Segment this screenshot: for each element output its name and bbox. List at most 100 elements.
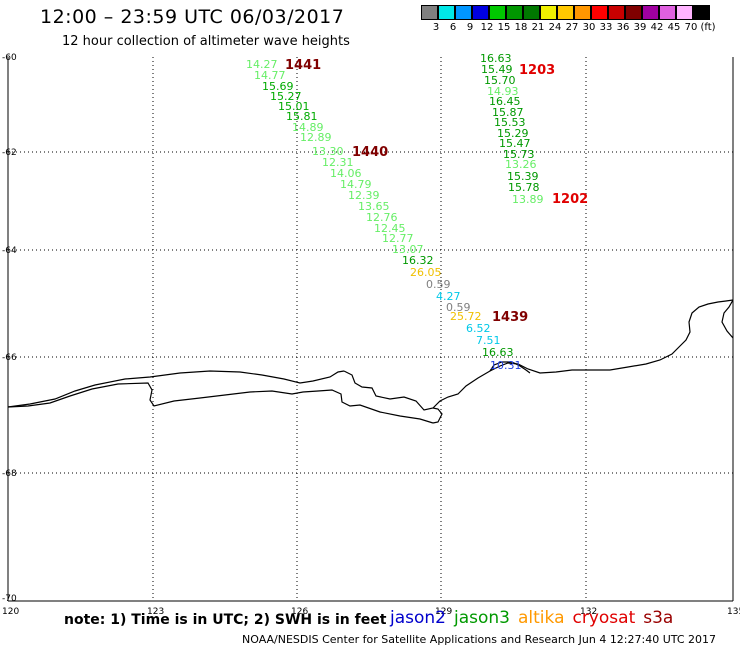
colorbar-label: 9 [466, 22, 474, 33]
swh-observation: 12.39 [348, 189, 380, 202]
swh-observation: 15.78 [508, 181, 540, 194]
swh-observation: 15.87 [492, 106, 524, 119]
swh-observation: 15.27 [270, 90, 302, 103]
latitude-label: -62 [2, 148, 17, 158]
colorbar-swatch [455, 5, 472, 20]
swh-observation: 0.59 [426, 278, 451, 291]
swh-observation: 14.79 [340, 178, 372, 191]
longitude-label: 135 [727, 607, 740, 617]
swh-observation: 15.73 [503, 148, 535, 161]
swh-observation: 14.27 [246, 58, 278, 71]
swh-observation: 12.89 [300, 131, 332, 144]
latitude-label: -60 [2, 53, 17, 63]
colorbar-label: 45 [667, 22, 681, 33]
swh-observation: 16.32 [402, 254, 434, 267]
longitude-label: 132 [580, 607, 597, 617]
satellite-legend: jason2 jason3 altika cryosat s3a [390, 608, 681, 628]
swh-observation: 14.77 [254, 69, 286, 82]
swh-observation: 4.27 [436, 290, 461, 303]
swh-observation: 14.89 [292, 121, 324, 134]
credit-line: NOAA/NESDIS Center for Satellite Applica… [242, 633, 717, 646]
pass-labels: 1441 1440 1439 1203 1202 [285, 58, 588, 325]
pass-number-label: 1439 [492, 310, 528, 325]
swh-observation: 15.47 [499, 137, 531, 150]
swh-observation: 10.31 [490, 359, 522, 372]
swh-observation: 6.52 [466, 322, 491, 335]
colorbar-swatch [523, 5, 540, 20]
swh-observation: 13.07 [392, 243, 424, 256]
colorbar-label: 6 [449, 22, 457, 33]
swh-observation: 7.51 [476, 334, 501, 347]
swh-observation: 13.30 [312, 145, 344, 158]
colorbar-label: 21 [531, 22, 545, 33]
legend-entry-altika: altika [518, 608, 565, 628]
swh-observation: 16.45 [489, 95, 521, 108]
altimeter-tracks: 14.2714.7715.6915.2715.0115.8114.8912.89… [246, 52, 544, 372]
colorbar-swatch [421, 5, 438, 20]
colorbar-swatch [676, 5, 693, 20]
colorbar-swatch [625, 5, 642, 20]
colorbar-label: 70 [684, 22, 698, 33]
colorbar-swatch [540, 5, 557, 20]
colorbar-label: 36 [616, 22, 630, 33]
longitude-label: 126 [291, 607, 308, 617]
colorbar-swatch [659, 5, 676, 20]
swh-observation: 14.93 [487, 85, 519, 98]
pass-number-label: 1203 [519, 63, 555, 78]
longitude-label: 129 [435, 607, 452, 617]
swh-observation: 15.69 [262, 80, 294, 93]
latitude-label: -66 [2, 353, 17, 363]
colorbar-label: 24 [548, 22, 562, 33]
latitude-label: -68 [2, 469, 17, 479]
colorbar-label: 30 [582, 22, 596, 33]
colorbar-swatch [472, 5, 489, 20]
footnote: note: 1) Time is in UTC; 2) SWH is in fe… [64, 612, 387, 628]
colorbar-label: 3 [432, 22, 440, 33]
pass-number-label: 1441 [285, 58, 321, 73]
colorbar-swatch [642, 5, 659, 20]
colorbar-label: 18 [514, 22, 528, 33]
colorbar-label: 33 [599, 22, 613, 33]
colorbar-label: 12 [480, 22, 494, 33]
map-subtitle: 12 hour collection of altimeter wave hei… [62, 34, 350, 49]
colorbar-label: (ft) [700, 22, 716, 33]
map-frame [7, 57, 734, 602]
colorbar-swatch [557, 5, 574, 20]
colorbar-label: 42 [650, 22, 664, 33]
legend-entry-jason3: jason3 [454, 608, 510, 628]
swh-observation: 16.63 [482, 346, 514, 359]
swh-observation: 12.45 [374, 222, 406, 235]
pass-number-label: 1440 [352, 145, 388, 160]
colorbar-label: 39 [633, 22, 647, 33]
swh-observation: 15.81 [286, 110, 318, 123]
swh-observation: 12.77 [382, 232, 414, 245]
colorbar-swatch [693, 5, 710, 20]
latitude-labels: -60 -62 -64 -66 -68 -70 [2, 53, 17, 604]
swh-observation: 12.31 [322, 156, 354, 169]
swh-observation: 26.05 [410, 266, 442, 279]
latitude-label: -64 [2, 246, 17, 256]
colorbar-label: 15 [497, 22, 511, 33]
colorbar-swatch [574, 5, 591, 20]
legend-entry-cryosat: cryosat [572, 608, 636, 628]
swh-observation: 15.29 [497, 127, 529, 140]
swh-observation: 15.49 [481, 63, 513, 76]
colorbar-swatch [591, 5, 608, 20]
swh-observation: 0.59 [446, 301, 471, 314]
swh-observation: 15.70 [484, 74, 516, 87]
swh-observation: 13.26 [505, 158, 537, 171]
swh-observation: 13.89 [512, 193, 544, 206]
legend-entry-s3a: s3a [643, 608, 674, 628]
graticule [8, 57, 733, 601]
longitude-labels: 120 123 126 129 132 135 [2, 607, 740, 617]
map-title: 12:00 – 23:59 UTC 06/03/2017 [40, 6, 345, 28]
antarctic-coastline [7, 299, 734, 424]
longitude-label: 120 [2, 607, 19, 617]
swh-observation: 14.06 [330, 167, 362, 180]
swh-observation: 13.65 [358, 200, 390, 213]
colorbar-swatch [506, 5, 523, 20]
swh-observation: 15.53 [494, 116, 526, 129]
latitude-label: -70 [2, 594, 17, 604]
colorbar-swatch [608, 5, 625, 20]
